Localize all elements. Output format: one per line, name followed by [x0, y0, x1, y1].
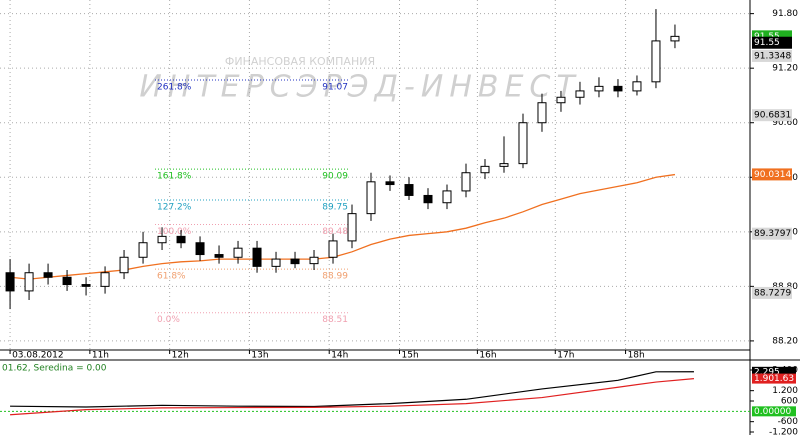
x-tick-label: 11h	[92, 351, 109, 361]
candle-body	[575, 90, 585, 98]
price-label-box	[752, 227, 792, 240]
candle-body	[347, 213, 357, 242]
price-label: 91.3348	[754, 51, 791, 61]
fib-label: 161.8%	[157, 172, 192, 182]
indicator-label-box	[752, 406, 796, 417]
candle-body	[290, 258, 300, 265]
y-tick-label: -1.200	[769, 428, 798, 435]
candle-body	[670, 35, 680, 42]
indicator-label: 1.901.63	[754, 374, 794, 384]
x-tick-label: 13h	[251, 351, 268, 361]
fib-label: 100.0%	[157, 227, 192, 237]
candle-body	[214, 254, 224, 258]
x-tick-label: 15h	[402, 351, 419, 361]
candle-body	[480, 165, 490, 174]
price-label: 89.3797	[754, 229, 791, 239]
x-tick-label: 03.08.2012	[12, 351, 64, 361]
fib-label: 261.8%	[157, 83, 192, 93]
candle-body	[385, 181, 395, 186]
y-tick-label: 90.60	[772, 118, 798, 128]
candle-body	[366, 181, 376, 215]
x-tick-label: 16h	[479, 351, 496, 361]
indicator-label: 0.00000	[754, 407, 791, 417]
candle-body	[252, 247, 262, 267]
fib-value: 90.09	[322, 172, 348, 182]
price-label-box	[752, 286, 792, 299]
candle-body	[81, 284, 91, 287]
indicator-label: 2.295	[754, 367, 780, 377]
indicator-label-box	[752, 373, 796, 384]
candle-body	[499, 163, 509, 167]
candle-body	[423, 194, 433, 204]
fib-label: 61.8%	[157, 272, 186, 282]
price-label: 91.55	[754, 38, 780, 48]
candle-body	[100, 272, 110, 287]
price-label-box	[752, 49, 792, 62]
candle-body	[233, 247, 243, 258]
price-label-box	[752, 36, 792, 49]
fib-value: 88.51	[322, 315, 348, 325]
y-tick-label: 91.20	[772, 64, 798, 74]
candle-body	[613, 85, 623, 92]
fib-label: 0.0%	[157, 315, 180, 325]
candle-body	[195, 242, 205, 256]
candle-body	[176, 235, 186, 244]
candle-body	[537, 102, 547, 124]
price-label-box	[752, 109, 792, 122]
price-label: 90.0314	[754, 170, 791, 180]
x-tick-label: 17h	[557, 351, 574, 361]
y-tick-label: 88.20	[772, 336, 798, 346]
candle-body	[556, 96, 566, 104]
indicator-label-box	[752, 366, 796, 377]
candle-body	[461, 172, 471, 192]
candle-body	[442, 190, 452, 204]
candle-body	[5, 272, 15, 292]
candle-body	[119, 256, 129, 274]
fib-value: 89.75	[322, 203, 348, 213]
x-tick-label: 12h	[172, 351, 189, 361]
x-tick-label: 14h	[331, 351, 348, 361]
y-tick-label: 600	[781, 397, 798, 407]
candle-body	[309, 256, 319, 265]
fib-label: 127.2%	[157, 203, 192, 213]
candle-body	[157, 235, 167, 244]
indicator-legend: 01.62, Seredina = 0.00	[2, 364, 107, 374]
candle-body	[518, 122, 528, 165]
candle-body	[43, 272, 53, 278]
candle-body	[328, 240, 338, 258]
fib-value: 89.48	[322, 227, 348, 237]
candle-body	[651, 40, 661, 83]
candle-body	[62, 276, 72, 286]
fib-value: 88.99	[322, 272, 348, 282]
y-tick-label: -600	[778, 417, 799, 427]
watermark: ИНТЕРСЭРЭД-ИНВЕСТ	[139, 70, 580, 105]
y-tick-label: 1.200	[772, 386, 798, 396]
candle-body	[271, 258, 281, 267]
candle-body	[594, 85, 604, 92]
price-label-box	[752, 168, 792, 181]
price-label: 88.7279	[754, 288, 791, 298]
y-tick-label: 91.80	[772, 9, 798, 19]
indicator-line	[10, 371, 694, 408]
candle-body	[138, 242, 148, 258]
y-tick-label: 88.80	[772, 282, 798, 292]
candle-body	[632, 81, 642, 92]
candle-body	[404, 184, 414, 196]
watermark-top: ФИНАНСОВАЯ КОМПАНИЯ	[225, 55, 375, 68]
x-tick-label: 18h	[628, 351, 645, 361]
price-label: 90.6831	[754, 111, 791, 121]
indicator-line	[10, 377, 695, 416]
fib-value: 91.07	[322, 83, 348, 93]
candle-body	[24, 272, 34, 292]
